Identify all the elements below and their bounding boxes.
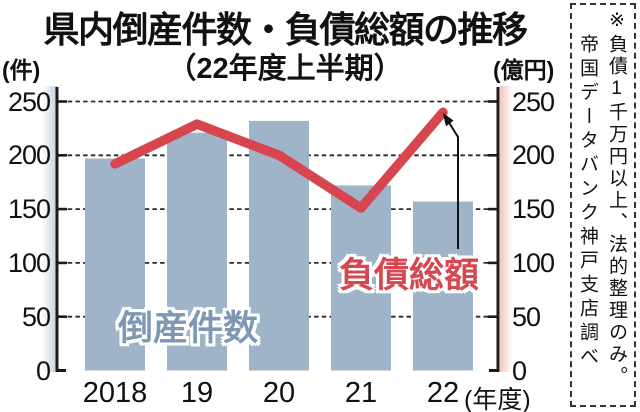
note-box: ※負債1千万円以上、法的整理のみ。 帝国データバンク神戸支店調べ (570, 3, 636, 407)
chart-title: 県内倒産件数・負債総額の推移 (43, 9, 528, 50)
annotation-arrowhead (442, 112, 454, 127)
x-tick-label-21: 21 (344, 377, 378, 409)
right-axis-strip (500, 86, 513, 372)
left-axis-unit-label: (件) (2, 57, 41, 83)
chart-subtitle: （22年度上半期） (167, 53, 403, 85)
bar-20 (249, 120, 309, 371)
y-tick-label-left-150: 150 (7, 194, 51, 225)
y-tick-label-left-250: 250 (7, 86, 51, 117)
debt-line (110, 107, 448, 213)
annotation-arrow (447, 120, 459, 249)
x-tick-label-20: 20 (262, 377, 296, 409)
right-axis (489, 87, 500, 372)
bar-series-label: 倒産件数 (118, 309, 259, 348)
bar-21 (331, 185, 391, 371)
note-line-1: ※負債1千万円以上、法的整理のみ。 (606, 9, 627, 388)
y-tick-label-right-50: 50 (512, 301, 541, 332)
left-axis-strip (42, 86, 57, 372)
x-axis-unit-suffix: (年度) (464, 386, 531, 412)
note-line-2: 帝国データバンク神戸支店調べ (577, 34, 598, 370)
left-axis (55, 87, 66, 372)
bar-2018 (85, 158, 145, 371)
x-tick-label-19: 19 (180, 377, 214, 409)
y-tick-label-right-200: 200 (512, 140, 555, 171)
line-series-label: 負債総額 (339, 256, 480, 295)
y-tick-label-left-100: 100 (7, 247, 51, 278)
bar-19 (167, 132, 227, 371)
bar-22 (413, 201, 473, 371)
y-tick-label-left-0: 0 (35, 355, 51, 386)
right-axis-unit-label: (億円) (493, 57, 555, 83)
y-tick-label-left-200: 200 (7, 140, 51, 171)
x-tick-label-2018: 2018 (82, 377, 148, 409)
y-tick-label-right-0: 0 (512, 355, 527, 386)
y-tick-label-right-250: 250 (512, 86, 555, 117)
y-tick-label-right-150: 150 (512, 194, 555, 225)
y-tick-label-right-100: 100 (512, 247, 555, 278)
x-tick-label-22: 22 (426, 377, 460, 409)
note-text: ※負債1千万円以上、法的整理のみ。 帝国データバンク神戸支店調べ (572, 5, 632, 405)
y-tick-label-left-50: 50 (21, 301, 51, 332)
